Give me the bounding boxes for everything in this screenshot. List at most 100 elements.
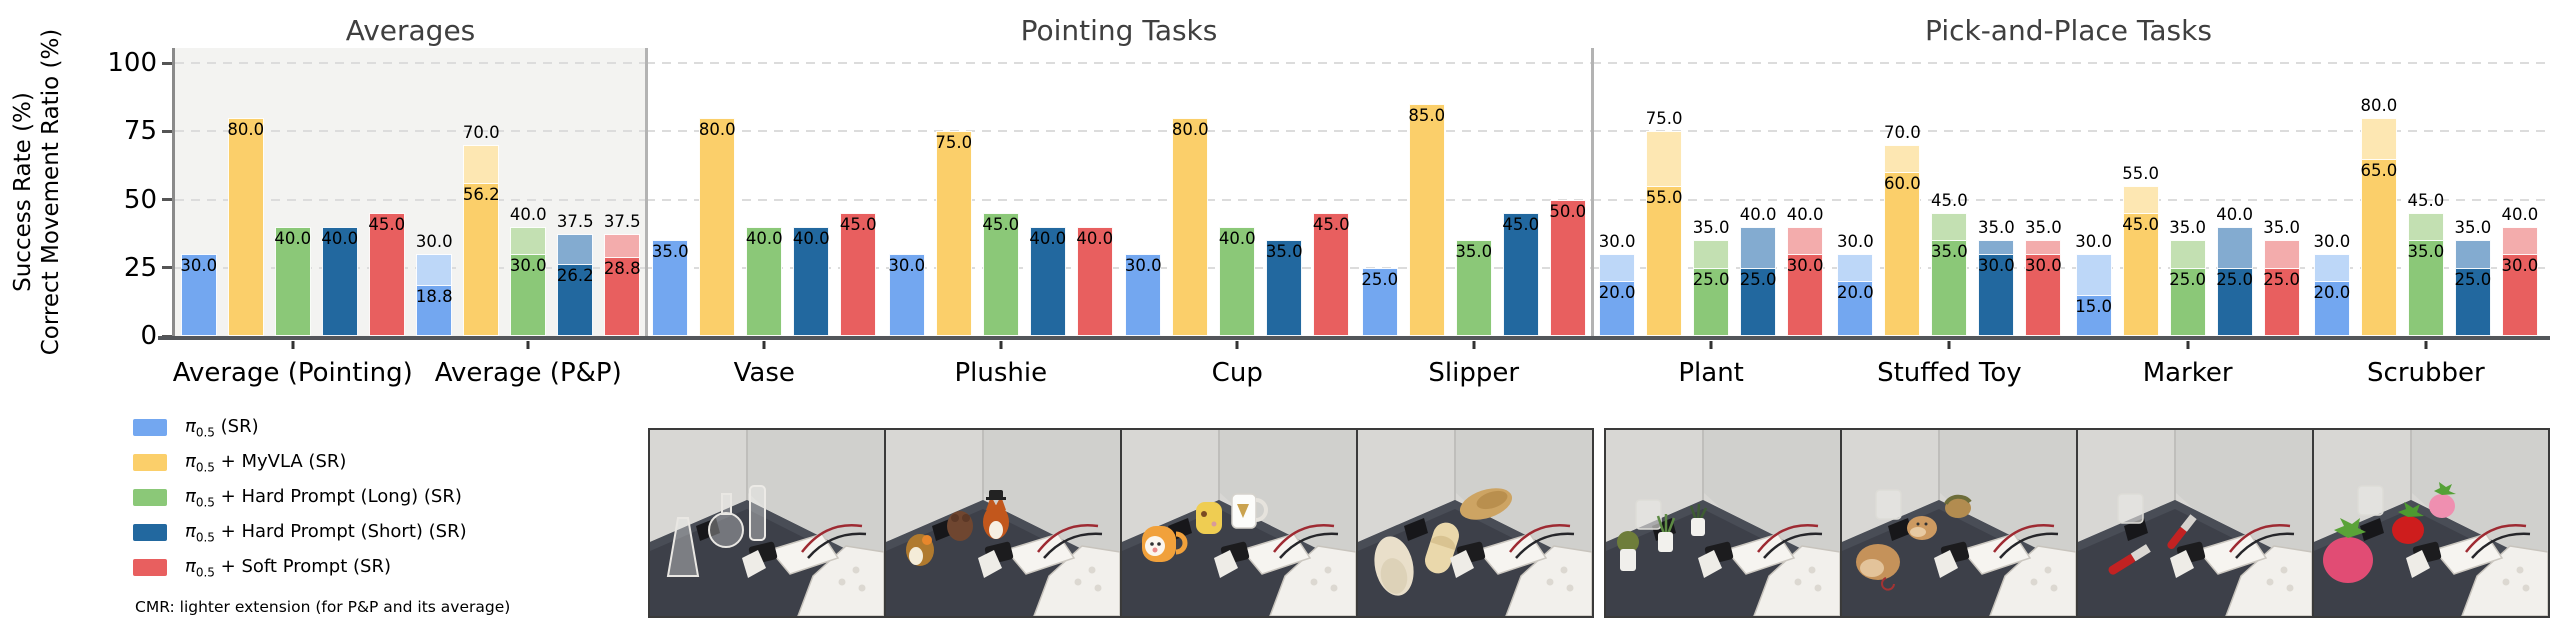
gridline-50: [175, 198, 646, 201]
cmr-value-label: 35.0: [2025, 218, 2062, 238]
bar-group-average-pointing-: 30.0 80.0 40.0 40.0 45.0 Average (Pointing): [173, 48, 413, 388]
photo-strip-pick-and-place: [1604, 428, 2550, 618]
cmr-value-label: 35.0: [2169, 218, 2206, 238]
sr-value-label: 50.0: [1549, 201, 1587, 221]
category-label-cup: Cup: [1211, 358, 1263, 388]
bar-segment-sr: [2454, 267, 2491, 336]
bar-2-cup: 40.0: [1219, 48, 1256, 336]
cmr-value-label: 35.0: [1692, 218, 1730, 238]
panel-title-pick-and-place: Pick-and-Place Tasks: [1925, 14, 2212, 47]
y-tick-label-0: 0: [140, 321, 157, 351]
bar-segment-sr: [2407, 240, 2444, 336]
sr-value-label: 26.2: [556, 266, 594, 286]
legend-label: π0.5 (SR): [185, 415, 259, 440]
gridline-25: [175, 266, 646, 269]
cmr-value-label: 40.0: [1739, 204, 1777, 224]
bar-segment-sr: [2025, 254, 2062, 336]
y-axis-title: Success Rate (%) Correct Movement Ratio …: [9, 0, 65, 392]
bar-4-average-pointing-: 45.0: [368, 48, 406, 336]
category-label-plushie: Plushie: [954, 358, 1048, 388]
sr-value-label: 25.0: [2169, 269, 2206, 289]
sr-value-label: 30.0: [1786, 256, 1824, 276]
gridline-25: [646, 266, 1592, 269]
bar-group-marker: 30.0 15.0 55.0 45.0 35.0 25.0 40.0 25.0 35.0 25.0…: [2075, 48, 2300, 388]
sr-value-label: 80.0: [227, 119, 265, 139]
bar-segment-sr: [1837, 281, 1874, 336]
legend-swatch: [133, 454, 167, 471]
sr-value-label: 45.0: [368, 215, 406, 235]
sr-value-label: 40.0: [1076, 228, 1114, 248]
bar-segment-sr: [227, 117, 264, 336]
bar-segment-sr: [2169, 267, 2206, 336]
y-tick-label-50: 50: [123, 184, 157, 215]
scrubbers: [2323, 482, 2456, 583]
bar-group-scrubber: 30.0 20.0 80.0 65.0 45.0 35.0 35.0 25.0 40.0 30.0…: [2314, 48, 2539, 388]
bar-group-stuffed-toy: 30.0 20.0 70.0 60.0 45.0 35.0 35.0 30.0 35.0 30.0…: [1837, 48, 2062, 388]
bar-segment-sr: [652, 240, 689, 336]
sr-value-label: 15.0: [2075, 297, 2112, 317]
bar-0-average-pointing-: 30.0: [180, 48, 217, 336]
cmr-value-label: 80.0: [2360, 95, 2398, 115]
bar-segment-sr: [1408, 103, 1445, 336]
cmr-value-label: 40.0: [509, 204, 547, 224]
bar-segment-sr: [1549, 199, 1586, 336]
gridline-50: [646, 198, 1592, 201]
legend-label: π0.5 + Hard Prompt (Short) (SR): [185, 520, 467, 545]
bar-2-plant: 35.0 25.0: [1692, 48, 1730, 336]
sr-value-label: 30.0: [1978, 256, 2015, 276]
category-label-average-p-p-: Average (P&P): [434, 358, 622, 388]
cmr-value-label: 37.5: [556, 211, 594, 231]
cmr-value-label: 75.0: [1645, 109, 1683, 129]
category-label-plant: Plant: [1678, 358, 1744, 388]
bar-4-vase: 45.0: [840, 48, 877, 336]
sr-value-label: 40.0: [792, 228, 830, 248]
cmr-value-label: 30.0: [1598, 232, 1636, 252]
category-label-stuffed-toy: Stuffed Toy: [1877, 358, 2022, 388]
photo-clip: [696, 518, 720, 541]
bar-segment-sr: [2122, 213, 2159, 336]
bar-segment-sr: [368, 213, 405, 336]
cmr-value-label: 40.0: [1786, 204, 1824, 224]
cmr-note: CMR: lighter extension (for P&P and its …: [135, 598, 511, 616]
bar-3-stuffed-toy: 35.0 30.0: [1978, 48, 2015, 336]
bar-3-plant: 40.0 25.0: [1739, 48, 1777, 336]
photo-clip: [1888, 518, 1912, 541]
photo-stuffedtoy-scene: [1842, 430, 2076, 616]
sr-value-label: 40.0: [745, 228, 783, 248]
bar-0-slipper: 25.0: [1361, 48, 1398, 336]
gridline-25: [1592, 266, 2545, 269]
panel-divider-2: [1591, 48, 1594, 336]
robot-arm: [742, 523, 884, 616]
bar-segment-sr: [1313, 213, 1350, 336]
category-label-average-pointing-: Average (Pointing): [172, 358, 413, 388]
sr-value-label: 40.0: [274, 228, 312, 248]
bar-4-scrubber: 40.0 30.0: [2502, 48, 2538, 336]
legend-item-3: π0.5 + Hard Prompt (Short) (SR): [133, 521, 467, 544]
panel-title-pointing: Pointing Tasks: [1020, 14, 1218, 47]
bar-group-average-p-p-: 30.0 18.8 70.0 56.2 40.0 30.0 37.5 26.2 37.5 28.8…: [416, 48, 641, 388]
sr-value-label: 28.8: [603, 259, 641, 279]
markers: [2108, 493, 2197, 575]
bar-segment-sr: [699, 117, 736, 336]
bar-segment-sr: [1931, 240, 1968, 336]
x-tick-mark: [526, 341, 530, 349]
sr-value-label: 35.0: [1931, 242, 1968, 262]
bar-1-marker: 55.0 45.0: [2122, 48, 2159, 336]
legend-swatch: [133, 559, 167, 576]
cmr-value-label: 40.0: [2501, 204, 2539, 224]
cmr-value-label: 70.0: [462, 122, 500, 142]
photo-vase-scene: [650, 430, 884, 616]
cmr-value-label: 37.5: [603, 211, 641, 231]
bar-1-scrubber: 80.0 65.0: [2361, 48, 2397, 336]
bar-segment-sr: [1266, 240, 1303, 336]
bar-1-plant: 75.0 55.0: [1645, 48, 1683, 336]
sr-value-label: 25.0: [1692, 269, 1730, 289]
y-tick-mark: [162, 198, 174, 201]
legend-item-2: π0.5 + Hard Prompt (Long) (SR): [133, 486, 467, 509]
bar-segment-sr: [793, 226, 830, 336]
category-label-vase: Vase: [733, 358, 795, 388]
sr-value-label: 30.0: [509, 256, 547, 276]
robot-arm: [1450, 523, 1592, 616]
panel-pointing-tasks: 35.0 80.0 40.0 40.0 45.0 Vase 30.0 75.0 45.0 40.0…: [646, 48, 1592, 388]
y-tick-mark: [162, 61, 174, 65]
